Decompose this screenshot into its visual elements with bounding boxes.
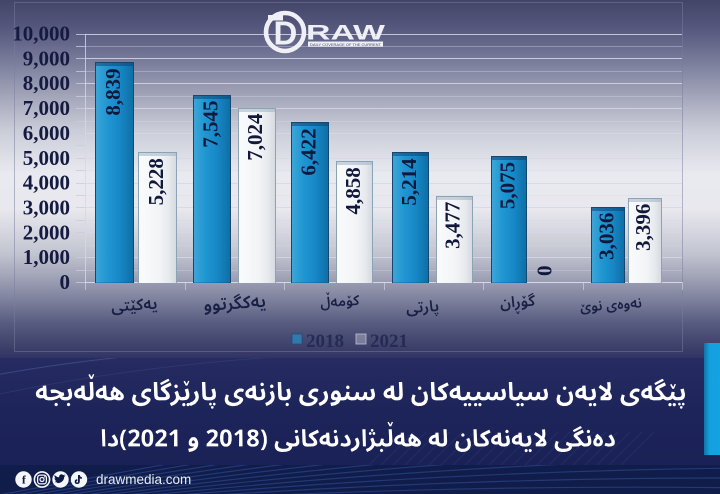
svg-text:2,000: 2,000: [23, 220, 70, 244]
svg-text:1,000: 1,000: [23, 245, 70, 269]
svg-text:3,396: 3,396: [631, 204, 655, 251]
svg-text:7,000: 7,000: [23, 96, 70, 120]
svg-text:6,000: 6,000: [23, 121, 70, 145]
svg-text:5,214: 5,214: [397, 158, 421, 206]
svg-text:D: D: [274, 15, 298, 52]
svg-text:3,477: 3,477: [441, 202, 465, 249]
svg-text:0: 0: [533, 266, 557, 277]
svg-text:6,422: 6,422: [296, 128, 320, 175]
svg-text:2021: 2021: [370, 331, 408, 352]
svg-text:7,545: 7,545: [199, 101, 223, 148]
svg-text:8,839: 8,839: [101, 68, 125, 115]
svg-text:5,228: 5,228: [144, 158, 168, 205]
svg-text:DAILY COVERAGE OF THE CURRENT: DAILY COVERAGE OF THE CURRENT: [310, 42, 382, 47]
svg-text:RAW: RAW: [306, 22, 385, 45]
svg-text:8,000: 8,000: [23, 71, 70, 95]
svg-text:3,036: 3,036: [595, 213, 619, 260]
svg-text:0: 0: [60, 270, 71, 294]
svg-text:9,000: 9,000: [23, 46, 70, 70]
svg-text:4,858: 4,858: [341, 167, 365, 214]
svg-text:2018: 2018: [306, 331, 344, 352]
svg-text:f: f: [22, 473, 27, 487]
svg-text:3,000: 3,000: [23, 195, 70, 219]
svg-text:5,075: 5,075: [496, 162, 520, 209]
svg-text:5,000: 5,000: [23, 146, 70, 170]
svg-text:10,000: 10,000: [12, 22, 70, 46]
svg-text:drawmedia.com: drawmedia.com: [96, 472, 191, 487]
svg-text:7,024: 7,024: [243, 113, 267, 161]
svg-text:4,000: 4,000: [23, 171, 70, 195]
